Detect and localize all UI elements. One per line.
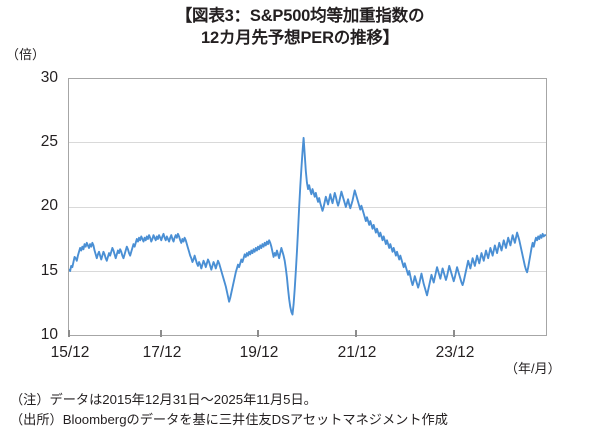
per-line-series <box>69 136 546 316</box>
y-tick-label-25: 25 <box>40 133 58 150</box>
x-tick-label-19-12: 19/12 <box>239 344 279 361</box>
y-tick-label-30: 30 <box>40 69 58 86</box>
chart-title: 【図表3：S&P500均等加重指数の 12カ月先予想PERの推移】 <box>0 6 600 50</box>
note-data-period: （注）データは2015年12月31日～2025年11月5日。 <box>10 392 317 407</box>
chart-title-line-1: 【図表3：S&P500均等加重指数の <box>175 7 425 25</box>
x-tick-mark-15-12 <box>68 330 70 337</box>
x-tick-label-15-12: 15/12 <box>50 344 90 361</box>
x-tick-mark-23-12 <box>453 330 455 337</box>
y-tick-label-20: 20 <box>40 197 58 214</box>
y-tick-label-15: 15 <box>40 262 58 279</box>
chart-title-line-2: 12カ月先予想PERの推移】 <box>201 28 399 47</box>
per-line-svg <box>69 136 546 316</box>
x-tick-label-23-12: 23/12 <box>435 344 475 361</box>
y-tick-label-10: 10 <box>40 326 58 343</box>
series-canvas <box>69 79 546 335</box>
x-tick-mark-21-12 <box>355 330 357 337</box>
x-tick-label-17-12: 17/12 <box>142 344 182 361</box>
plot-area <box>68 78 547 336</box>
chart-notes: （注）データは2015年12月31日～2025年11月5日。 （出所）Bloom… <box>10 390 448 431</box>
x-axis-unit-label: （年/月） <box>505 361 561 376</box>
gridline-15 <box>69 271 546 272</box>
x-tick-label-21-12: 21/12 <box>337 344 377 361</box>
gridline-20 <box>69 207 546 208</box>
x-tick-mark-17-12 <box>160 330 162 337</box>
note-source: （出所）Bloombergのデータを基に三井住友DSアセットマネジメント作成 <box>10 412 448 428</box>
y-axis-unit-label: （倍） <box>6 47 46 62</box>
x-tick-mark-19-12 <box>257 330 259 337</box>
gridline-25 <box>69 142 546 143</box>
